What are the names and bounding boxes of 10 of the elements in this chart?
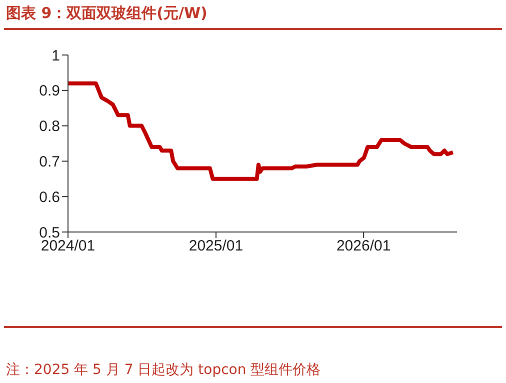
y-tick-label: 0.9 xyxy=(39,82,60,100)
y-tick-label: 0.8 xyxy=(39,118,60,136)
y-tick-label: 1 xyxy=(52,47,60,64)
x-tick-label: 2025/01 xyxy=(188,238,244,255)
y-tick-label: 0.7 xyxy=(39,154,60,171)
x-tick-label: 2026/01 xyxy=(336,238,391,255)
text: 注：2025 年 5 月 7 日起改为 topcon 型组件价格 xyxy=(6,361,321,379)
chart-title: 图表 9：双面双玻组件(元/W) xyxy=(6,4,208,23)
line-series xyxy=(68,81,455,181)
y-tick-label: 0.6 xyxy=(39,188,60,206)
